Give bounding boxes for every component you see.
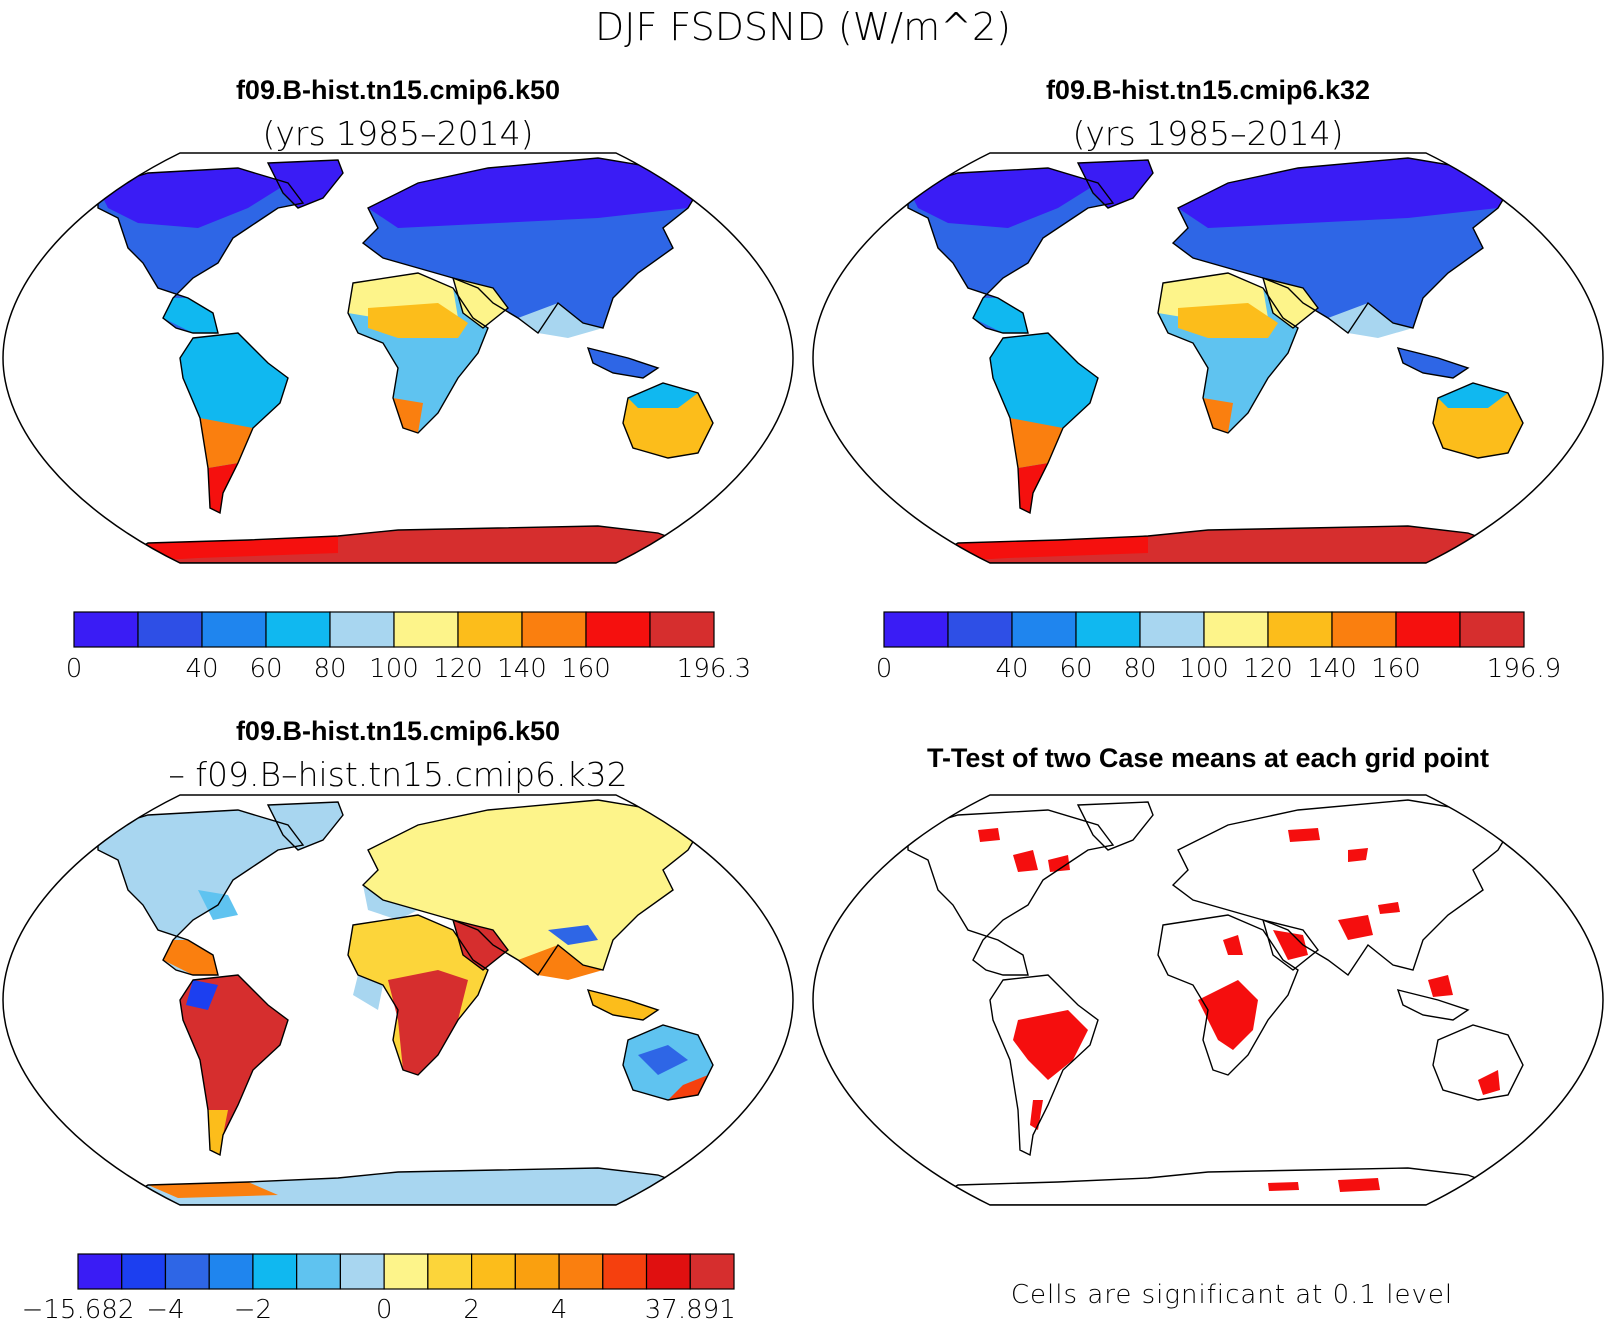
colorbar-tick-label: 80: [1123, 654, 1156, 684]
colorbar-box: [1011, 611, 1077, 648]
colorbar-tick-label: 120: [1243, 654, 1293, 684]
colorbar-box: [471, 1253, 516, 1290]
colorbar-tick-label: 80: [313, 654, 346, 684]
colorbar-box: [1139, 611, 1205, 648]
ttest-footer: Cells are significant at 0.1 level: [1011, 1280, 1453, 1310]
colorbar-tick-label: 100: [1179, 654, 1229, 684]
colorbar-case2: 0 40 60 80 100 120 140 160 196.9: [876, 611, 1561, 684]
colorbar-box: [1331, 611, 1397, 648]
colorbar-tick-label: 100: [369, 654, 419, 684]
colorbar-tick-label: 60: [249, 654, 282, 684]
colorbar-tick-label: 140: [1307, 654, 1357, 684]
colorbar-tick-label: −2: [234, 1295, 272, 1325]
colorbar-tick-label: 160: [1371, 654, 1421, 684]
panel-title-case2: f09.B-hist.tn15.cmip6.k32: [1046, 75, 1370, 105]
colorbar-box: [164, 1253, 210, 1290]
colorbar-box: [521, 611, 587, 648]
colorbar-box: [585, 611, 651, 648]
colorbar-tick-label: 160: [561, 654, 611, 684]
panel-title-case1: f09.B-hist.tn15.cmip6.k50: [236, 75, 560, 105]
colorbar-box: [77, 1253, 123, 1290]
colorbar-box: [883, 611, 949, 648]
colorbar-box: [393, 611, 459, 648]
colorbar-box: [383, 1253, 429, 1290]
colorbar-box: [514, 1253, 560, 1290]
colorbar-tick-label: 120: [433, 654, 483, 684]
colorbar-box: [947, 611, 1013, 648]
colorbar-box: [427, 1253, 473, 1290]
map-diff: [2, 794, 794, 1206]
colorbar-box: [208, 1253, 254, 1290]
colorbar-box: [558, 1253, 604, 1290]
colorbar-tick-label: 4: [551, 1295, 568, 1325]
colorbar-box: [1203, 611, 1269, 648]
colorbar-box: [689, 1253, 735, 1290]
panel-subtitle-case1: (yrs 1985–2014): [263, 114, 534, 153]
colorbar-box: [73, 611, 139, 648]
colorbar-box: [649, 611, 715, 648]
panel-subtitle-diff: – f09.B–hist.tn15.cmip6.k32: [168, 755, 627, 794]
colorbar-tick-label: 2: [463, 1295, 480, 1325]
colorbar-box: [137, 611, 203, 648]
panel-subtitle-case2: (yrs 1985–2014): [1073, 114, 1344, 153]
map-case1: [2, 152, 794, 564]
colorbar-box: [645, 1253, 691, 1290]
colorbar-box: [1395, 611, 1461, 648]
colorbar-tick-label: 40: [995, 654, 1028, 684]
colorbar-box: [1267, 611, 1333, 648]
colorbar-box: [457, 611, 523, 648]
colorbar-tick-label: 196.9: [1487, 654, 1561, 684]
colorbar-tick-label: 60: [1059, 654, 1092, 684]
colorbar-tick-label: −4: [146, 1295, 184, 1325]
panel-title-ttest: T-Test of two Case means at each grid po…: [927, 743, 1489, 773]
colorbar-tick-label: 0: [66, 654, 83, 684]
colorbar-box: [121, 1253, 167, 1290]
colorbar-box: [1459, 611, 1525, 648]
colorbar-tick-label: 40: [185, 654, 218, 684]
colorbar-diff: −15.682 −4 −2 0 2 4 37.891: [22, 1253, 736, 1325]
colorbar-box: [265, 611, 331, 648]
colorbar-box: [252, 1253, 298, 1290]
colorbar-tick-label: 0: [876, 654, 893, 684]
colorbar-box: [329, 611, 395, 648]
colorbar-box: [602, 1253, 648, 1290]
colorbar-tick-label: −15.682: [22, 1295, 135, 1325]
colorbar-box: [296, 1253, 341, 1290]
colorbar-tick-label: 0: [376, 1295, 393, 1325]
map-ttest: [812, 794, 1604, 1206]
colorbar-tick-label: 37.891: [645, 1295, 736, 1325]
colorbar-box: [201, 611, 267, 648]
colorbar-box: [339, 1253, 385, 1290]
colorbar-box: [1075, 611, 1141, 648]
colorbar-tick-label: 196.3: [677, 654, 751, 684]
colorbar-tick-label: 140: [497, 654, 547, 684]
panel-title-diff: f09.B-hist.tn15.cmip6.k50: [236, 716, 560, 746]
colorbar-case1: 0 40 60 80 100 120 140 160 196.3: [66, 611, 751, 684]
significant-cells: [978, 828, 1500, 1192]
map-case2: [812, 152, 1604, 564]
figure-title: DJF FSDSND (W/m^2): [595, 5, 1011, 49]
